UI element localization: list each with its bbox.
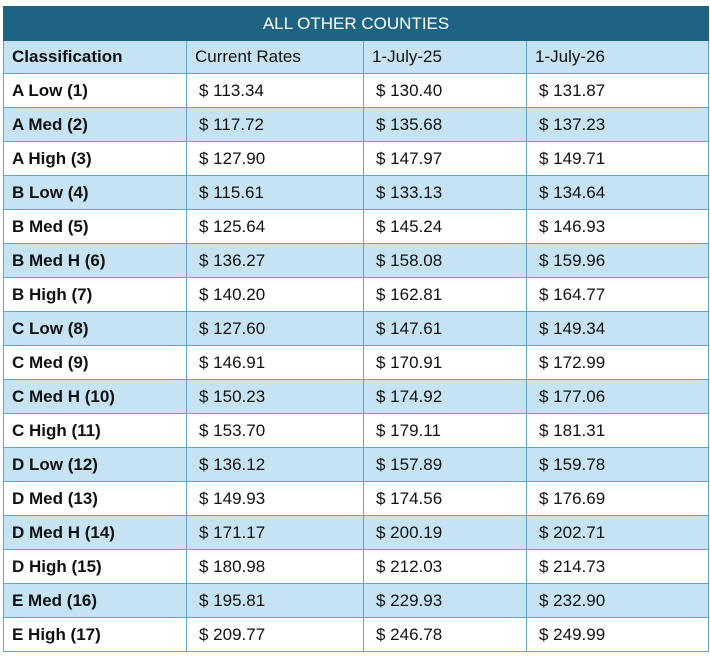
july-26-rate-cell: $ 176.69: [525, 481, 710, 516]
rates-table: ALL OTHER COUNTIES Classification Curren…: [2, 6, 710, 652]
table-row: E High (17) $ 209.77 $ 246.78 $ 249.99: [3, 617, 710, 652]
table-row: D Med H (14) $ 171.17 $ 200.19 $ 202.71: [3, 515, 710, 550]
classification-cell: D Med (13): [3, 481, 187, 516]
table-row: C Med (9) $ 146.91 $ 170.91 $ 172.99: [3, 345, 710, 380]
column-header-classification: Classification: [3, 40, 187, 74]
classification-cell: B High (7): [3, 277, 187, 312]
classification-cell: E Med (16): [3, 583, 187, 618]
july-26-rate-cell: $ 202.71: [525, 515, 710, 550]
table-row: B Low (4) $ 115.61 $ 133.13 $ 134.64: [3, 175, 710, 210]
july-25-rate-cell: $ 157.89: [363, 447, 527, 482]
july-25-rate-cell: $ 174.56: [363, 481, 527, 516]
july-26-rate-cell: $ 149.71: [525, 141, 710, 176]
current-rate-cell: $ 127.90: [186, 141, 364, 176]
july-25-rate-cell: $ 179.11: [363, 413, 527, 448]
july-26-rate-cell: $ 172.99: [525, 345, 710, 380]
july-25-rate-cell: $ 200.19: [363, 515, 527, 550]
classification-cell: D High (15): [3, 549, 187, 584]
current-rate-cell: $ 115.61: [186, 175, 364, 210]
classification-cell: C Low (8): [3, 311, 187, 346]
july-26-rate-cell: $ 214.73: [525, 549, 710, 584]
classification-cell: A Med (2): [3, 107, 187, 142]
current-rate-cell: $ 171.17: [186, 515, 364, 550]
current-rate-cell: $ 127.60: [186, 311, 364, 346]
july-25-rate-cell: $ 229.93: [363, 583, 527, 618]
classification-cell: C High (11): [3, 413, 187, 448]
current-rate-cell: $ 150.23: [186, 379, 364, 414]
july-26-rate-cell: $ 177.06: [525, 379, 710, 414]
table-header-row: Classification Current Rates 1-July-25 1…: [3, 40, 710, 74]
current-rate-cell: $ 136.27: [186, 243, 364, 278]
table-row: D High (15) $ 180.98 $ 212.03 $ 214.73: [3, 549, 710, 584]
july-25-rate-cell: $ 174.92: [363, 379, 527, 414]
table-row: D Med (13) $ 149.93 $ 174.56 $ 176.69: [3, 481, 710, 516]
current-rate-cell: $ 140.20: [186, 277, 364, 312]
july-25-rate-cell: $ 147.97: [363, 141, 527, 176]
july-26-rate-cell: $ 159.78: [525, 447, 710, 482]
column-header-july-26: 1-July-26: [525, 40, 710, 74]
july-26-rate-cell: $ 149.34: [525, 311, 710, 346]
july-26-rate-cell: $ 181.31: [525, 413, 710, 448]
table-row: B High (7) $ 140.20 $ 162.81 $ 164.77: [3, 277, 710, 312]
table-row: B Med (5) $ 125.64 $ 145.24 $ 146.93: [3, 209, 710, 244]
classification-cell: B Med (5): [3, 209, 187, 244]
table-row: C High (11) $ 153.70 $ 179.11 $ 181.31: [3, 413, 710, 448]
current-rate-cell: $ 146.91: [186, 345, 364, 380]
table-row: A Low (1) $ 113.34 $ 130.40 $ 131.87: [3, 73, 710, 108]
column-header-current-rates: Current Rates: [186, 40, 364, 74]
table-row: B Med H (6) $ 136.27 $ 158.08 $ 159.96: [3, 243, 710, 278]
classification-cell: E High (17): [3, 617, 187, 652]
july-25-rate-cell: $ 135.68: [363, 107, 527, 142]
rates-table-container: ALL OTHER COUNTIES Classification Curren…: [2, 6, 710, 652]
classification-cell: B Med H (6): [3, 243, 187, 278]
classification-cell: A Low (1): [3, 73, 187, 108]
classification-cell: B Low (4): [3, 175, 187, 210]
july-26-rate-cell: $ 159.96: [525, 243, 710, 278]
classification-cell: C Med H (10): [3, 379, 187, 414]
table-row: D Low (12) $ 136.12 $ 157.89 $ 159.78: [3, 447, 710, 482]
table-row: C Low (8) $ 127.60 $ 147.61 $ 149.34: [3, 311, 710, 346]
column-header-july-25: 1-July-25: [363, 40, 527, 74]
current-rate-cell: $ 153.70: [186, 413, 364, 448]
table-title: ALL OTHER COUNTIES: [2, 6, 710, 41]
july-25-rate-cell: $ 130.40: [363, 73, 527, 108]
current-rate-cell: $ 136.12: [186, 447, 364, 482]
july-26-rate-cell: $ 164.77: [525, 277, 710, 312]
current-rate-cell: $ 149.93: [186, 481, 364, 516]
july-25-rate-cell: $ 158.08: [363, 243, 527, 278]
table-body: A Low (1) $ 113.34 $ 130.40 $ 131.87 A Med (…: [3, 73, 710, 652]
current-rate-cell: $ 209.77: [186, 617, 364, 652]
july-26-rate-cell: $ 137.23: [525, 107, 710, 142]
july-25-rate-cell: $ 147.61: [363, 311, 527, 346]
july-25-rate-cell: $ 246.78: [363, 617, 527, 652]
current-rate-cell: $ 113.34: [186, 73, 364, 108]
classification-cell: A High (3): [3, 141, 187, 176]
current-rate-cell: $ 117.72: [186, 107, 364, 142]
july-25-rate-cell: $ 162.81: [363, 277, 527, 312]
table-row: A Med (2) $ 117.72 $ 135.68 $ 137.23: [3, 107, 710, 142]
july-26-rate-cell: $ 134.64: [525, 175, 710, 210]
july-25-rate-cell: $ 170.91: [363, 345, 527, 380]
july-26-rate-cell: $ 232.90: [525, 583, 710, 618]
classification-cell: C Med (9): [3, 345, 187, 380]
july-26-rate-cell: $ 131.87: [525, 73, 710, 108]
table-title-row: ALL OTHER COUNTIES: [2, 6, 710, 41]
july-25-rate-cell: $ 212.03: [363, 549, 527, 584]
classification-cell: D Med H (14): [3, 515, 187, 550]
classification-cell: D Low (12): [3, 447, 187, 482]
table-row: E Med (16) $ 195.81 $ 229.93 $ 232.90: [3, 583, 710, 618]
current-rate-cell: $ 125.64: [186, 209, 364, 244]
current-rate-cell: $ 195.81: [186, 583, 364, 618]
july-25-rate-cell: $ 145.24: [363, 209, 527, 244]
july-25-rate-cell: $ 133.13: [363, 175, 527, 210]
current-rate-cell: $ 180.98: [186, 549, 364, 584]
table-row: C Med H (10) $ 150.23 $ 174.92 $ 177.06: [3, 379, 710, 414]
july-26-rate-cell: $ 249.99: [525, 617, 710, 652]
table-row: A High (3) $ 127.90 $ 147.97 $ 149.71: [3, 141, 710, 176]
july-26-rate-cell: $ 146.93: [525, 209, 710, 244]
